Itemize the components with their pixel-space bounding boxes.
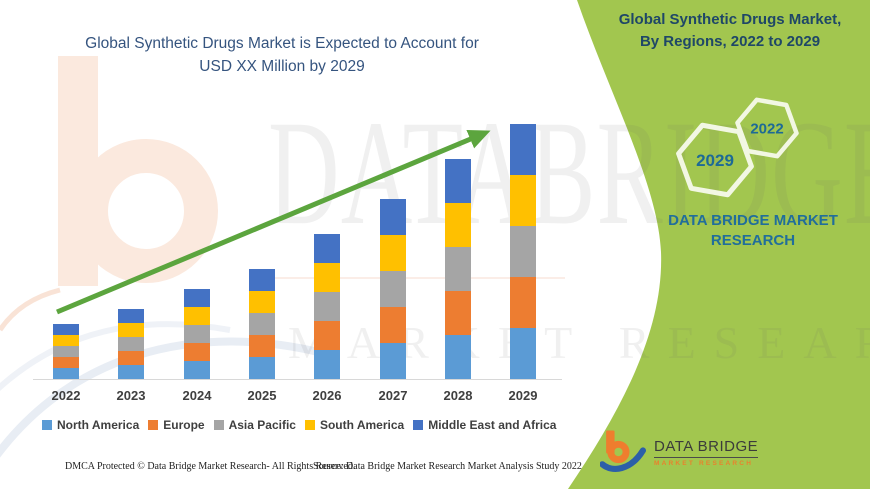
legend-swatch-middle-east-and-africa <box>413 420 424 430</box>
bar-segment-north-america <box>249 357 275 379</box>
bar-2028 <box>445 159 471 379</box>
legend-item-middle-east-and-africa: Middle East and Africa <box>413 418 556 432</box>
legend-item-europe: Europe <box>148 418 205 432</box>
hexagon-2022-label: 2022 <box>750 120 783 137</box>
bar-segment-middle-east-and-africa <box>380 199 406 235</box>
bar-segment-asia-pacific <box>510 226 536 277</box>
panel-title-line1: Global Synthetic Drugs Market, <box>618 11 842 28</box>
brand-wordmark-line2: RESEARCH <box>710 232 796 250</box>
bar-segment-north-america <box>445 335 471 379</box>
bar-2023 <box>118 309 144 379</box>
hexagon-2029-label: 2029 <box>696 151 734 170</box>
bar-segment-north-america <box>53 368 79 379</box>
x-axis-label-2027: 2027 <box>378 388 408 403</box>
bar-segment-south-america <box>118 323 144 337</box>
bar-2024 <box>184 289 210 379</box>
legend-label-europe: Europe <box>163 418 205 432</box>
chart-legend: North America Europe Asia Pacific South Ame… <box>42 418 562 432</box>
legend-item-north-america: North America <box>42 418 139 432</box>
bar-segment-europe <box>314 321 340 350</box>
watermark-b-logo-icon <box>58 56 218 286</box>
bar-segment-north-america <box>118 365 144 379</box>
bar-segment-middle-east-and-africa <box>184 289 210 307</box>
bar-segment-middle-east-and-africa <box>510 124 536 175</box>
chart-title: Global Synthetic Drugs Market is Expecte… <box>42 32 522 79</box>
logo-subtitle: MARKET RESEARCH <box>654 459 754 467</box>
bar-segment-south-america <box>445 203 471 247</box>
watermark-text-databridge: DATABRIDGE <box>268 90 870 256</box>
bar-segment-south-america <box>510 175 536 226</box>
watermark-underline <box>250 277 565 279</box>
logo-title: DATA BRIDGE <box>654 438 759 458</box>
bar-2027 <box>380 199 406 379</box>
bar-segment-middle-east-and-africa <box>249 269 275 291</box>
bar-segment-north-america <box>314 350 340 379</box>
bar-segment-asia-pacific <box>184 325 210 343</box>
panel-title-line2: By Regions, 2022 to 2029 <box>639 32 821 50</box>
bar-segment-south-america <box>53 335 79 346</box>
brand-wordmark-line1: DATA BRIDGE MARKET <box>668 212 838 229</box>
dmca-footer-text: DMCA Protected © Data Bridge Market Rese… <box>65 461 356 472</box>
legend-item-south-america: South America <box>304 418 405 432</box>
x-axis-label-2028: 2028 <box>443 388 473 403</box>
year-hexagons: 2029 2022 <box>676 97 799 198</box>
x-axis-line <box>33 379 562 380</box>
bar-segment-south-america <box>314 263 340 292</box>
bar-segment-middle-east-and-africa <box>118 309 144 323</box>
chart-title-line2: USD XX Million by 2029 <box>199 58 365 76</box>
bar-segment-europe <box>249 335 275 357</box>
legend-swatch-europe <box>148 420 159 430</box>
x-axis-label-2022: 2022 <box>51 388 81 403</box>
bar-segment-south-america <box>184 307 210 325</box>
company-logo: DATA BRIDGE MARKET RESEARCH <box>600 429 759 475</box>
bar-segment-europe <box>184 343 210 361</box>
legend-swatch-asia-pacific <box>213 420 224 430</box>
x-axis-label-2023: 2023 <box>116 388 146 403</box>
x-axis-label-2026: 2026 <box>312 388 342 403</box>
company-logo-b-icon <box>600 430 646 472</box>
x-axis-label-2024: 2024 <box>182 388 212 403</box>
bar-2029 <box>510 124 536 379</box>
legend-label-middle-east-and-africa: Middle East and Africa <box>428 418 557 432</box>
bar-segment-middle-east-and-africa <box>445 159 471 203</box>
hexagon-2022-icon <box>735 97 799 159</box>
panel-title: Global Synthetic Drugs Market, By Region… <box>598 9 862 53</box>
brand-wordmark: DATA BRIDGE MARKET RESEARCH <box>648 211 858 252</box>
legend-label-south-america: South America <box>319 418 405 432</box>
bar-segment-europe <box>380 307 406 343</box>
bar-segment-north-america <box>184 361 210 379</box>
bar-segment-europe <box>510 277 536 328</box>
source-footer-text: Source: Data Bridge Market Research Mark… <box>313 461 582 472</box>
bar-segment-north-america <box>380 343 406 379</box>
bar-segment-europe <box>445 291 471 335</box>
bar-segment-europe <box>118 351 144 365</box>
bar-segment-asia-pacific <box>445 247 471 291</box>
chart-title-line1: Global Synthetic Drugs Market is Expecte… <box>85 35 479 52</box>
bar-segment-south-america <box>249 291 275 313</box>
legend-label-north-america: North America <box>57 418 140 432</box>
bar-segment-europe <box>53 357 79 368</box>
legend-swatch-south-america <box>304 420 315 430</box>
bar-2022 <box>53 324 79 379</box>
bar-segment-south-america <box>380 235 406 271</box>
bar-segment-asia-pacific <box>380 271 406 307</box>
legend-label-asia-pacific: Asia Pacific <box>228 418 296 432</box>
x-axis-label-2029: 2029 <box>508 388 538 403</box>
bar-2025 <box>249 269 275 379</box>
bar-2026 <box>314 234 340 379</box>
company-logo-text: DATA BRIDGE MARKET RESEARCH <box>654 438 759 467</box>
bar-segment-asia-pacific <box>314 292 340 321</box>
legend-item-asia-pacific: Asia Pacific <box>213 418 296 432</box>
bar-segment-north-america <box>510 328 536 379</box>
bar-segment-middle-east-and-africa <box>314 234 340 263</box>
bar-segment-asia-pacific <box>118 337 144 351</box>
bar-segment-middle-east-and-africa <box>53 324 79 335</box>
bar-segment-asia-pacific <box>249 313 275 335</box>
legend-swatch-north-america <box>42 420 52 430</box>
bar-segment-asia-pacific <box>53 346 79 357</box>
x-axis-label-2025: 2025 <box>247 388 277 403</box>
